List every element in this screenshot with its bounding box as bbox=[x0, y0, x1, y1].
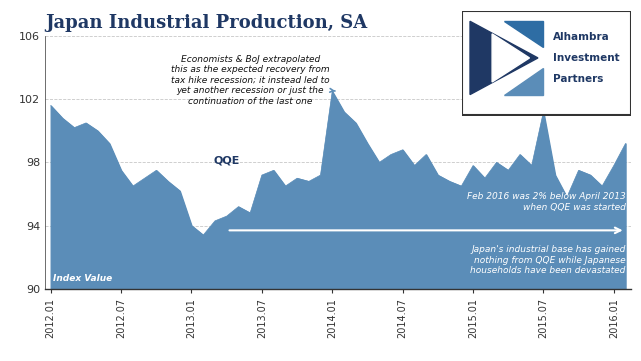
Text: Investment: Investment bbox=[553, 53, 620, 63]
Text: Partners: Partners bbox=[553, 74, 604, 84]
Polygon shape bbox=[504, 21, 543, 47]
Polygon shape bbox=[492, 34, 529, 82]
Polygon shape bbox=[470, 21, 538, 95]
Text: Japan Industrial Production, SA: Japan Industrial Production, SA bbox=[45, 14, 367, 32]
Text: QQE: QQE bbox=[213, 156, 240, 166]
Text: Index Value: Index Value bbox=[53, 274, 112, 283]
Polygon shape bbox=[504, 68, 543, 95]
Text: Feb 2016 was 2% below April 2013
when QQE was started: Feb 2016 was 2% below April 2013 when QQ… bbox=[467, 192, 626, 212]
Text: Alhambra: Alhambra bbox=[553, 32, 610, 42]
Text: Economists & BoJ extrapolated
this as the expected recovery from
tax hike recess: Economists & BoJ extrapolated this as th… bbox=[171, 55, 335, 106]
Text: Japan's industrial base has gained
nothing from QQE while Japanese
households ha: Japan's industrial base has gained nothi… bbox=[470, 245, 626, 275]
